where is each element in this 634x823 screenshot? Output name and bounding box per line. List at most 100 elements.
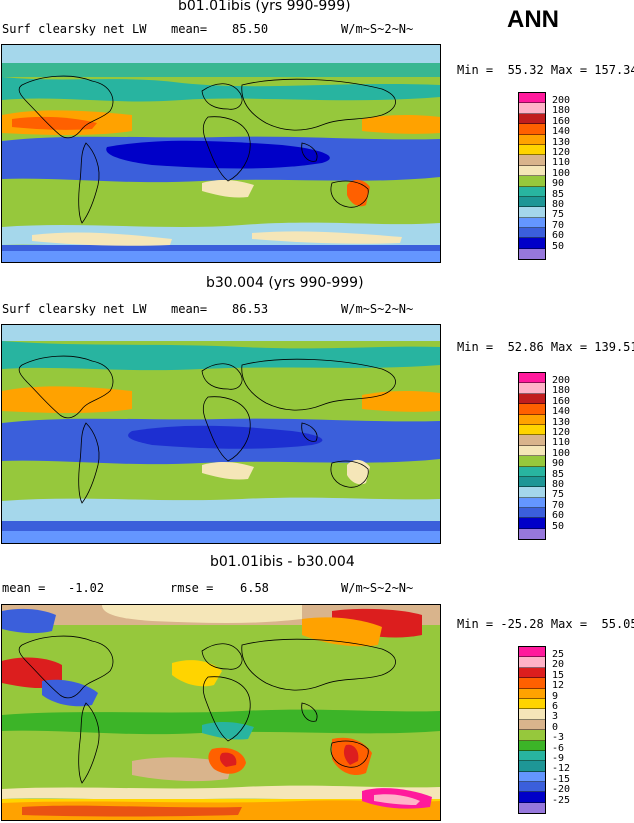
panel-1-units: W/m~S~2~N~	[341, 22, 414, 36]
panel-3-colorbar-swatch	[519, 802, 545, 814]
colorbar-tick-label: 20	[552, 659, 565, 671]
panel-3-colorbar-swatch	[519, 657, 545, 668]
panel-2-colorbar-swatch	[519, 466, 545, 477]
panel-3-colorbar-swatch	[519, 730, 545, 741]
panel-3-colorbar-swatch	[519, 667, 545, 679]
colorbar-tick-label: 90	[552, 458, 565, 470]
panel-1-map-plot	[2, 45, 440, 262]
colorbar-tick-label: 160	[552, 115, 571, 127]
panel-1-mean-label: mean=	[171, 22, 208, 36]
panel-1-colorbar-swatch	[519, 238, 545, 249]
panel-3-mean-label: mean =	[2, 581, 46, 595]
colorbar-tick-label: 100	[552, 167, 571, 179]
colorbar-tick-label: 110	[552, 157, 571, 169]
colorbar-tick-label: 9	[552, 690, 559, 702]
colorbar-tick-label: -20	[552, 784, 571, 796]
colorbar-tick-label: 180	[552, 385, 571, 397]
panel-3-colorbar-swatch	[519, 688, 545, 699]
panel-2-colorbar-swatch	[519, 476, 545, 488]
panel-1-colorbar-swatch	[519, 103, 545, 114]
panel-2-mean-label: mean=	[171, 302, 208, 316]
panel-1-colorbar	[518, 92, 546, 261]
panel-1-colorbar-swatch	[519, 228, 545, 239]
panel-2-colorbar-swatch	[519, 456, 545, 467]
panel-2-minmax: Min = 52.86 Max = 139.51	[457, 340, 634, 354]
colorbar-tick-label: 15	[552, 669, 565, 681]
colorbar-tick-label: 160	[552, 395, 571, 407]
panel-3-colorbar-swatch	[519, 647, 545, 658]
panel-2-colorbar-swatch	[519, 528, 545, 540]
panel-2-variable-label: Surf clearsky net LW	[2, 302, 147, 316]
colorbar-tick-label: 60	[552, 230, 565, 242]
colorbar-tick-label: -9	[552, 753, 565, 764]
panel-1-colorbar-swatch	[519, 186, 545, 197]
colorbar-tick-label: 140	[552, 126, 571, 138]
colorbar-tick-label: 70	[552, 219, 565, 231]
panel-3-mean-value: -1.02	[68, 581, 105, 595]
panel-1-colorbar-swatch	[519, 113, 545, 125]
colorbar-tick-label: 200	[552, 375, 571, 386]
panel-3-rmse-label: rmse =	[170, 581, 214, 595]
season-label: ANN	[507, 6, 559, 33]
panel-1-colorbar-swatch	[519, 165, 545, 177]
panel-1-colorbar-swatch	[519, 176, 545, 187]
panel-3-title: b01.01ibis - b30.004	[210, 554, 355, 570]
panel-3-colorbar-swatch	[519, 709, 545, 720]
panel-2-colorbar-swatch	[519, 404, 545, 415]
panel-3-colorbar-swatch	[519, 740, 545, 751]
panel-2-map	[1, 324, 441, 544]
panel-3-colorbar-swatch	[519, 678, 545, 689]
colorbar-tick-label: 130	[552, 416, 571, 428]
colorbar-tick-label: -6	[552, 742, 565, 754]
panel-1-colorbar-swatch	[519, 144, 545, 156]
colorbar-tick-label: 110	[552, 437, 571, 449]
colorbar-tick-label: 85	[552, 468, 565, 480]
panel-2-mean-value: 86.53	[232, 302, 269, 316]
panel-3-colorbar	[518, 646, 546, 815]
panel-3-colorbar-swatch	[519, 761, 545, 772]
panel-2-colorbar-swatch	[519, 424, 545, 436]
panel-2-colorbar-swatch	[519, 383, 545, 394]
panel-2-colorbar-swatch	[519, 518, 545, 529]
panel-2-colorbar-swatch	[519, 445, 545, 457]
colorbar-tick-label: 90	[552, 178, 565, 190]
panel-3-colorbar-swatch	[519, 792, 545, 803]
panel-3-minmax: Min = -25.28 Max = 55.05	[457, 617, 634, 631]
colorbar-tick-label: 25	[552, 649, 565, 660]
panel-1-colorbar-swatch	[519, 207, 545, 218]
panel-3-colorbar-swatch	[519, 782, 545, 793]
colorbar-tick-label: 75	[552, 209, 565, 221]
panel-1-colorbar-swatch	[519, 248, 545, 260]
panel-1-minmax: Min = 55.32 Max = 157.34	[457, 63, 634, 77]
colorbar-tick-label: 60	[552, 510, 565, 522]
panel-1-colorbar-swatch	[519, 134, 545, 145]
panel-3-rmse-value: 6.58	[240, 581, 269, 595]
colorbar-tick-label: 120	[552, 427, 571, 438]
colorbar-tick-label: -3	[552, 732, 565, 744]
colorbar-tick-label: 200	[552, 95, 571, 106]
panel-3-colorbar-swatch	[519, 750, 545, 762]
colorbar-tick-label: 3	[552, 711, 559, 723]
panel-2-units: W/m~S~2~N~	[341, 302, 414, 316]
panel-1-variable-label: Surf clearsky net LW	[2, 22, 147, 36]
panel-3-colorbar-swatch	[519, 719, 545, 731]
colorbar-tick-label: 75	[552, 489, 565, 501]
colorbar-tick-label: 12	[552, 680, 565, 692]
colorbar-tick-label: -15	[552, 773, 571, 785]
colorbar-tick-label: 50	[552, 520, 565, 532]
colorbar-tick-label: -12	[552, 763, 571, 775]
panel-1-title: b01.01ibis (yrs 990-999)	[178, 0, 351, 14]
panel-2-map-plot	[2, 325, 440, 543]
colorbar-tick-label: 6	[552, 701, 559, 712]
colorbar-tick-label: -25	[552, 794, 571, 806]
colorbar-tick-label: 130	[552, 136, 571, 148]
panel-1-colorbar-swatch	[519, 124, 545, 135]
panel-1-mean-value: 85.50	[232, 22, 269, 36]
panel-3-colorbar-swatch	[519, 698, 545, 710]
colorbar-tick-label: 85	[552, 188, 565, 200]
panel-2-colorbar-swatch	[519, 497, 545, 509]
panel-1-colorbar-swatch	[519, 155, 545, 166]
panel-1-colorbar-swatch	[519, 196, 545, 208]
panel-2-colorbar-swatch	[519, 414, 545, 425]
panel-1-map	[1, 44, 441, 263]
